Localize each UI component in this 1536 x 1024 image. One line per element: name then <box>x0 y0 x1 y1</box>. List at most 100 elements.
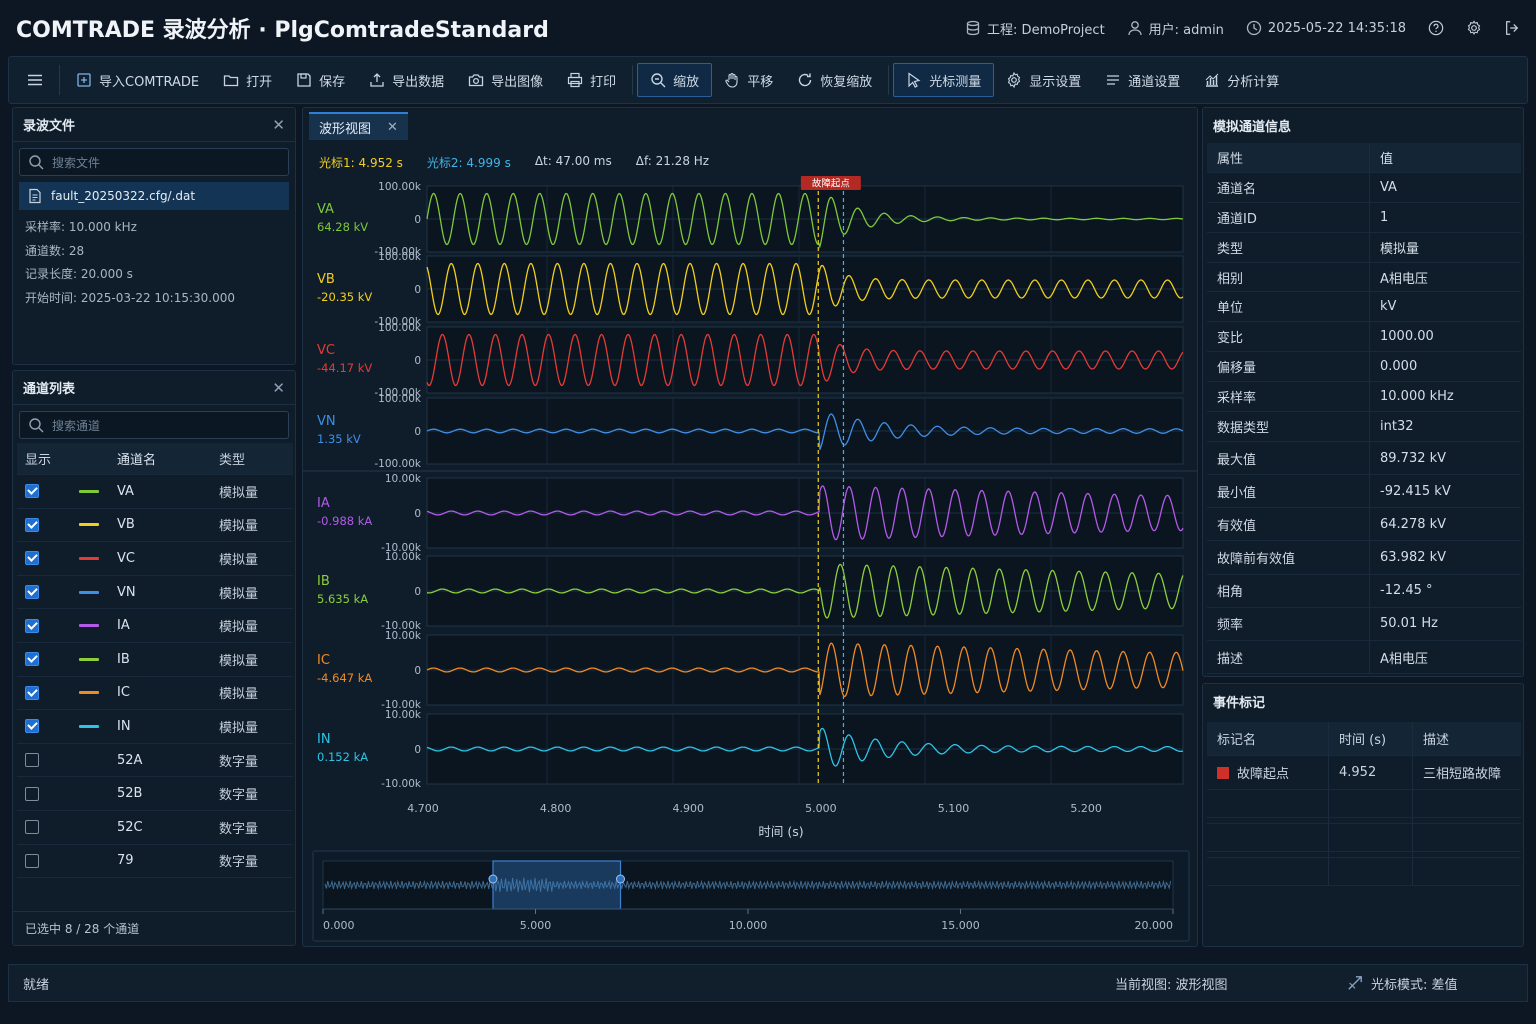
channel-visible-checkbox[interactable] <box>25 719 39 734</box>
channel-list-panel: 通道列表 ✕ 搜索通道 显示 通道名 类型 VA 模拟量 VB 模拟量 VC 模拟量 VN 模… <box>12 370 296 946</box>
cursor-measure-button[interactable]: 光标测量 <box>893 63 995 97</box>
analysis-button[interactable]: 分析计算 <box>1192 63 1291 97</box>
channel-name: IC <box>117 685 130 701</box>
channel-visible-checkbox[interactable] <box>25 853 39 868</box>
menu-button[interactable] <box>15 63 55 97</box>
logout-icon[interactable] <box>1504 19 1520 37</box>
channel-name: 52C <box>117 819 143 835</box>
channel-row[interactable]: IB 模拟量 <box>17 643 293 677</box>
print-button[interactable]: 打印 <box>555 63 628 97</box>
file-list-item[interactable]: fault_20250322.cfg/.dat <box>19 182 289 210</box>
y-tick-label: -10.00k <box>381 699 422 711</box>
close-icon[interactable]: ✕ <box>387 119 398 135</box>
file-search-placeholder: 搜索文件 <box>52 155 101 170</box>
export-image-button[interactable]: 导出图像 <box>456 63 555 97</box>
channel-visible-checkbox[interactable] <box>25 585 39 600</box>
waveform-plot[interactable]: 100.00k 0 -100.00k VA 64.28 kV 100.00k 0 -100.0… <box>303 174 1197 944</box>
status-current-view: 当前视图: 波形视图 <box>1115 977 1228 993</box>
channel-show-cell <box>17 585 69 600</box>
cursor-measure-label: 光标测量 <box>929 74 982 90</box>
channel-info-value: 89.732 kV <box>1380 450 1447 466</box>
close-icon[interactable]: ✕ <box>272 115 285 134</box>
pan-label: 平移 <box>747 74 774 90</box>
y-tick-label: 10.00k <box>385 709 422 721</box>
channel-info-key: 偏移量 <box>1207 352 1370 382</box>
channel-info-value: 50.01 Hz <box>1380 616 1438 632</box>
channel-info-value: 1000.00 <box>1380 329 1434 345</box>
channel-name: IB <box>117 651 130 667</box>
clock-icon <box>1246 20 1262 36</box>
printer-icon <box>568 72 583 88</box>
channel-info-title: 模拟通道信息 <box>1213 119 1292 135</box>
cursor-pointer-icon <box>908 72 921 88</box>
tab-waveform-view[interactable]: 波形视图 ✕ <box>309 112 408 140</box>
channel-row[interactable]: IC 模拟量 <box>17 677 293 711</box>
channel-row[interactable]: VN 模拟量 <box>17 576 293 610</box>
channel-info-row: 数据类型 int32 <box>1207 412 1521 442</box>
overview-selection-window[interactable] <box>492 860 622 910</box>
user-indicator[interactable]: 用户: admin <box>1127 19 1224 38</box>
reset-zoom-label: 恢复缩放 <box>820 74 873 90</box>
channel-list-header: 通道列表 ✕ <box>13 371 295 405</box>
channel-row[interactable]: VC 模拟量 <box>17 542 293 576</box>
help-icon[interactable] <box>1428 19 1444 37</box>
channel-visible-checkbox[interactable] <box>25 618 39 633</box>
display-settings-button[interactable]: 显示设置 <box>994 63 1093 97</box>
channel-visible-checkbox[interactable] <box>25 753 39 768</box>
save-button[interactable]: 保存 <box>284 63 357 97</box>
x-tick-label: 5.200 <box>1070 802 1102 815</box>
channel-row[interactable]: 52A 数字量 <box>17 744 293 778</box>
import-comtrade-button[interactable]: 导入COMTRADE <box>64 63 211 97</box>
settings-gear-icon[interactable] <box>1466 19 1482 37</box>
channel-visible-checkbox[interactable] <box>25 551 39 566</box>
overview-right-handle[interactable] <box>616 874 625 884</box>
channel-row[interactable]: VA 模拟量 <box>17 475 293 509</box>
channel-name-label: VN <box>317 414 336 429</box>
channel-row[interactable]: IN 模拟量 <box>17 710 293 744</box>
zoom-button[interactable]: 缩放 <box>637 63 713 97</box>
channel-row[interactable]: 52B 数字量 <box>17 777 293 811</box>
channel-row[interactable]: IA 模拟量 <box>17 609 293 643</box>
file-search-input[interactable]: 搜索文件 <box>19 148 289 176</box>
waveform-trace-ib <box>426 563 1184 619</box>
col-event-name-header: 标记名 <box>1207 722 1329 755</box>
display-settings-label: 显示设置 <box>1029 74 1082 90</box>
channel-row[interactable]: 79 数字量 <box>17 845 293 879</box>
channel-search-placeholder: 搜索通道 <box>52 418 101 433</box>
pan-button[interactable]: 平移 <box>712 63 785 97</box>
cursor-mode-icon <box>1348 976 1362 990</box>
file-sample-rate: 采样率: 10.000 kHz <box>25 220 137 234</box>
channel-info-row: 相角 -12.45 ° <box>1207 574 1521 608</box>
channel-row[interactable]: 52C 数字量 <box>17 811 293 845</box>
channel-name: VB <box>117 517 135 533</box>
channel-name-label: IB <box>317 574 330 589</box>
refresh-icon <box>799 73 812 87</box>
close-icon[interactable]: ✕ <box>272 378 285 397</box>
channel-visible-checkbox[interactable] <box>25 786 39 801</box>
channel-show-cell <box>17 753 69 768</box>
channel-info-row: 通道名 VA <box>1207 172 1521 203</box>
file-start-time: 开始时间: 2025-03-22 10:15:30.000 <box>25 290 236 305</box>
channel-visible-checkbox[interactable] <box>25 484 39 499</box>
files-panel: 录波文件 ✕ 搜索文件 fault_20250322.cfg/.dat 采样率:… <box>12 107 296 365</box>
channel-search-input[interactable]: 搜索通道 <box>19 411 289 439</box>
channel-visible-checkbox[interactable] <box>25 517 39 532</box>
cursor2-readout: 光标2: 4.999 s <box>426 156 511 170</box>
export-data-button[interactable]: 导出数据 <box>357 63 456 97</box>
channel-color-swatch <box>79 724 99 728</box>
channel-visible-checkbox[interactable] <box>25 652 39 667</box>
overview-left-handle[interactable] <box>488 874 498 884</box>
channel-visible-checkbox[interactable] <box>25 685 39 700</box>
event-row[interactable]: 故障起点 4.952 三相短路故障 <box>1207 756 1521 790</box>
files-panel-title: 录波文件 <box>23 119 76 134</box>
reset-zoom-button[interactable]: 恢复缩放 <box>785 63 884 97</box>
event-row-empty <box>1207 858 1521 886</box>
channel-settings-button[interactable]: 通道设置 <box>1093 63 1192 97</box>
channel-row[interactable]: VB 模拟量 <box>17 509 293 543</box>
channel-visible-checkbox[interactable] <box>25 820 39 835</box>
open-button[interactable]: 打开 <box>211 63 284 97</box>
y-tick-label: 10.00k <box>385 473 422 485</box>
channel-type: 模拟量 <box>219 485 259 501</box>
channel-info-value: 63.982 kV <box>1380 550 1447 566</box>
channel-color-cell <box>69 523 109 527</box>
